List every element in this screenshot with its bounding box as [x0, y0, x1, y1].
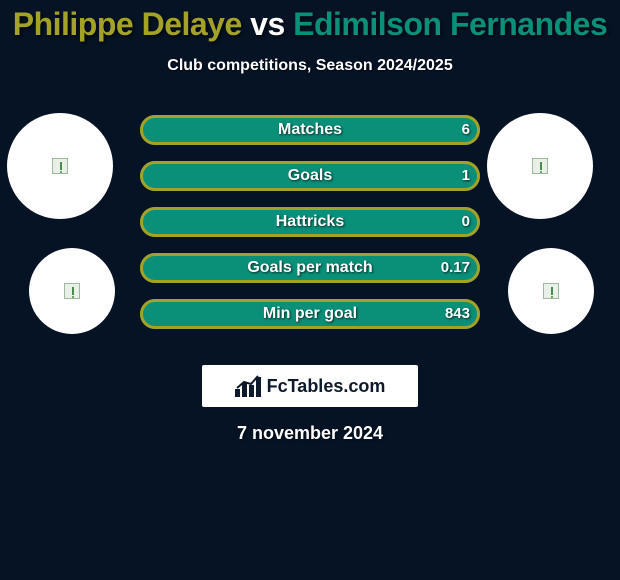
player2-avatar [487, 113, 593, 219]
fctables-logo: FcTables.com [202, 365, 418, 407]
comparison-stage: Matches6 Goals1 Hattricks0 Goals per match0… [0, 105, 620, 365]
stat-row: Min per goal843 [140, 299, 480, 329]
stat-bar-track [140, 207, 480, 237]
broken-image-icon [52, 158, 68, 174]
comparison-heading: Philippe Delaye vs Edimilson Fernandes [0, 0, 620, 43]
broken-image-icon [64, 283, 80, 299]
stat-bar-track [140, 161, 480, 191]
logo-text: FcTables.com [267, 376, 386, 397]
player1-club-logo [29, 248, 115, 334]
stat-bar-right [140, 207, 480, 237]
stat-bar-track [140, 299, 480, 329]
player1-avatar [7, 113, 113, 219]
stat-row: Matches6 [140, 115, 480, 145]
vs-text: vs [250, 6, 285, 42]
stat-bar-track [140, 115, 480, 145]
subheading: Club competitions, Season 2024/2025 [0, 57, 620, 75]
player2-club-logo [508, 248, 594, 334]
stat-row: Hattricks0 [140, 207, 480, 237]
broken-image-icon [543, 283, 559, 299]
stat-bar-right [140, 253, 480, 283]
stat-row: Goals1 [140, 161, 480, 191]
stat-bar-right [140, 115, 480, 145]
stat-bars: Matches6 Goals1 Hattricks0 Goals per match0… [140, 115, 480, 345]
player1-name: Philippe Delaye [13, 6, 242, 42]
bar-chart-icon [235, 375, 261, 397]
player2-name: Edimilson Fernandes [293, 6, 607, 42]
stat-bar-right [140, 299, 480, 329]
stat-bar-right [140, 161, 480, 191]
stat-bar-track [140, 253, 480, 283]
stat-row: Goals per match0.17 [140, 253, 480, 283]
broken-image-icon [532, 158, 548, 174]
date-text: 7 november 2024 [0, 423, 620, 444]
